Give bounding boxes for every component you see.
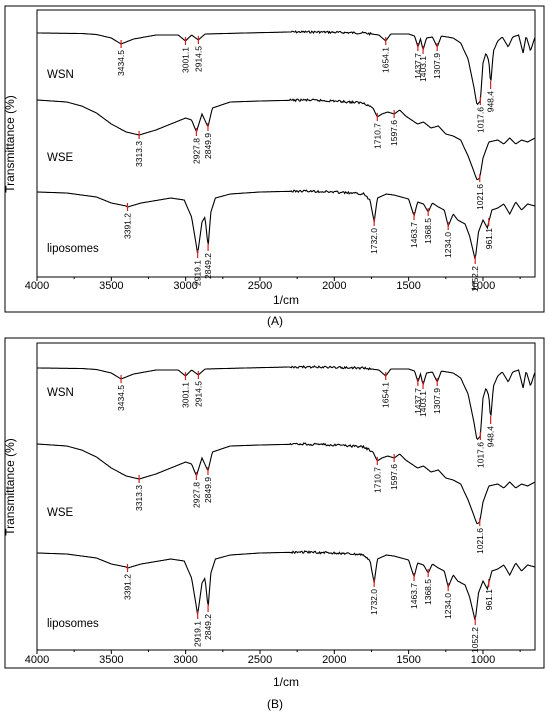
peak-label: 2914.5 (193, 381, 203, 407)
peak-label: 3391.2 (123, 213, 133, 239)
peak-label: 1732.0 (369, 589, 379, 615)
peak-label: 1403.1 (418, 391, 428, 417)
peak-label: 2919.1 (193, 260, 203, 286)
x-tick-label: 2000 (322, 280, 346, 292)
spectrum-line-wse (36, 98, 535, 181)
peak-label: 2919.1 (193, 621, 203, 647)
x-axis-label: 1/cm (273, 293, 299, 307)
peak-label: 1052.2 (470, 266, 480, 292)
y-axis-label: Transmittance (%) (3, 95, 17, 193)
peak-label: 1710.7 (372, 123, 382, 149)
peak-label: 1307.9 (432, 53, 442, 79)
peak-label: 2849.9 (203, 133, 213, 159)
peak-label: 1710.7 (372, 467, 382, 493)
peak-label: 1017.6 (475, 442, 485, 468)
peak-label: 1463.7 (409, 583, 419, 609)
peak-label: 1021.6 (475, 184, 485, 210)
chart-panel-a: 4000 3500 3000 2500 2000 1500 1000 1/cm Transmit… (3, 5, 545, 328)
peak-label: 1234.0 (443, 593, 453, 619)
series-label: WSN (47, 69, 74, 81)
peak-label: 1437.7 (413, 388, 423, 414)
peak-label: 948.4 (486, 91, 496, 113)
series-label: WSE (47, 152, 74, 164)
plot-area (36, 342, 536, 651)
x-tick-label: 4000 (25, 654, 49, 666)
y-axis-label: Transmittance (%) (3, 438, 17, 536)
spectrum-line-liposomes (37, 550, 535, 621)
series-label: WSE (47, 507, 74, 519)
series-label: liposomes (47, 243, 99, 255)
x-tick-label: 3500 (99, 654, 123, 666)
x-tick-label: 3500 (99, 280, 123, 292)
peak-label: 961.1 (484, 589, 494, 611)
x-tick-label: 1500 (396, 280, 420, 292)
peak-label: 2849.2 (203, 253, 213, 279)
peak-label: 3313.3 (134, 141, 144, 167)
peak-label: 1021.6 (475, 528, 485, 554)
peak-label: 3391.2 (123, 574, 133, 600)
spectrum-line-wse (36, 442, 535, 525)
peak-label: 1368.5 (423, 218, 433, 244)
peak-label: 1437.7 (413, 53, 423, 79)
chart-panel-b: 4000 3500 3000 2500 2000 1500 1000 1/cm Transmit… (3, 337, 545, 711)
peak-label: 2849.2 (203, 614, 213, 640)
peak-label: 3001.1 (180, 382, 190, 408)
peak-label: 948.4 (486, 426, 496, 448)
peak-label: 961.1 (484, 228, 494, 250)
panel-label: (A) (267, 314, 283, 328)
peak-label: 1732.0 (369, 228, 379, 254)
x-tick-label: 3000 (173, 280, 197, 292)
peak-label: 1234.0 (443, 232, 453, 258)
plot-area (36, 9, 536, 278)
peak-label: 3313.3 (134, 485, 144, 511)
x-tick-label: 2000 (322, 654, 346, 666)
x-tick-label: 4000 (25, 280, 49, 292)
x-tick-label: 2500 (248, 654, 272, 666)
x-axis-label: 1/cm (273, 675, 299, 689)
peak-label: 3434.5 (116, 385, 126, 411)
peak-label: 1654.1 (381, 47, 391, 73)
peak-label: 1368.5 (423, 579, 433, 605)
x-tick-label: 3000 (173, 654, 197, 666)
panel-frame (4, 5, 545, 313)
x-tick-label: 1500 (396, 654, 420, 666)
peak-label: 2927.8 (191, 138, 201, 164)
peak-label: 1463.7 (409, 222, 419, 248)
peak-label: 2927.8 (191, 482, 201, 508)
peak-label: 1307.9 (432, 388, 442, 414)
series-label: WSN (47, 387, 74, 399)
x-tick-label: 2500 (248, 280, 272, 292)
peak-label: 3001.1 (180, 47, 190, 73)
peak-label: 3434.5 (116, 50, 126, 76)
peak-label: 1052.2 (470, 627, 480, 653)
x-tick-label: 1000 (471, 280, 495, 292)
spectrum-line-wsn (37, 30, 536, 106)
peak-label: 1597.6 (389, 120, 399, 146)
spectrum-line-wsn (37, 365, 536, 441)
peak-label: 2914.5 (193, 46, 203, 72)
series-label: liposomes (47, 618, 99, 630)
spectrum-line-liposomes (37, 189, 535, 260)
peak-label: 2849.9 (203, 477, 213, 503)
peak-label: 1654.1 (381, 382, 391, 408)
x-tick-label: 1000 (471, 654, 495, 666)
peak-label: 1017.6 (475, 107, 485, 133)
peak-label: 1403.1 (418, 56, 428, 82)
panel-label: (B) (267, 697, 283, 711)
panel-frame (4, 337, 545, 669)
peak-label: 1597.6 (389, 464, 399, 490)
